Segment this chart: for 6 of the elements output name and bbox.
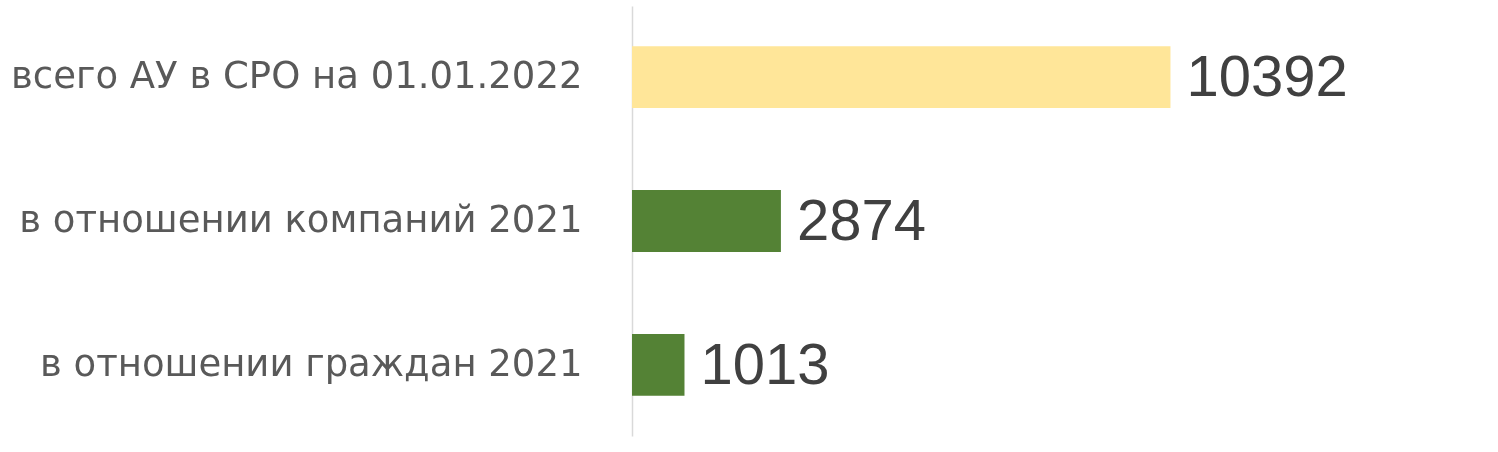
data-label: 1013 bbox=[700, 330, 830, 396]
data-label: 10392 bbox=[1186, 43, 1348, 109]
y-tick-label: в отношении компаний 2021 bbox=[19, 198, 583, 241]
y-tick-label: в отношении граждан 2021 bbox=[39, 341, 583, 385]
y-tick-label: всего АУ в СРО на 01.01.2022 bbox=[11, 54, 583, 98]
data-label: 2874 bbox=[796, 187, 926, 252]
